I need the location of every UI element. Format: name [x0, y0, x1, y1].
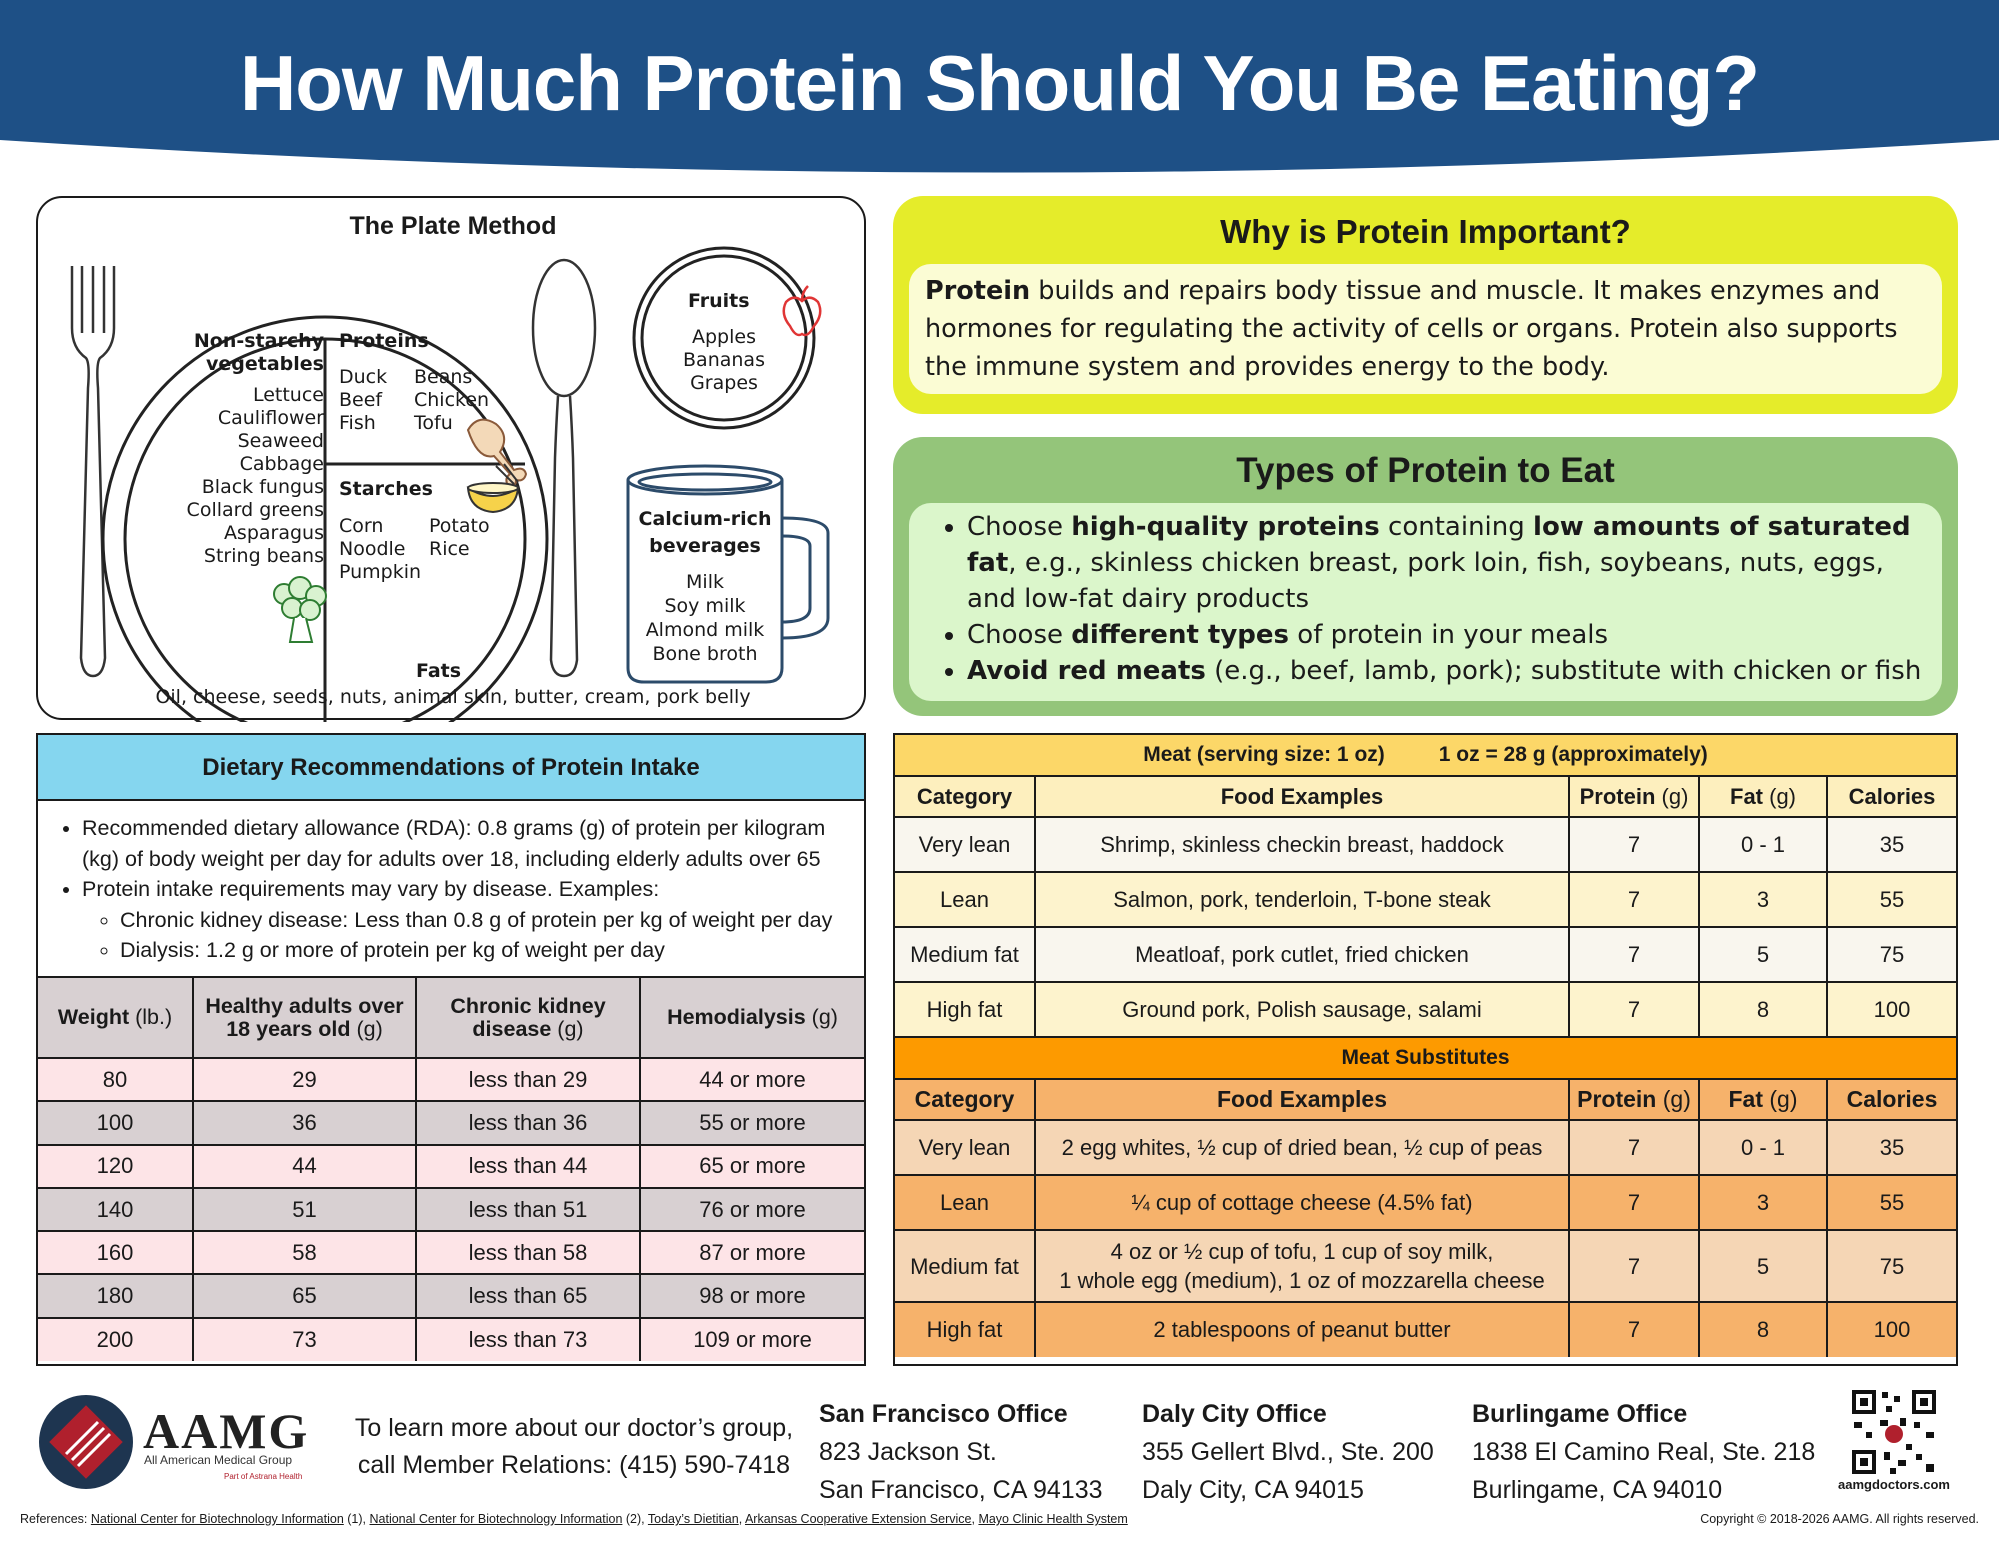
fruits-list: Apples Bananas Grapes	[683, 326, 765, 394]
th-hemo: Hemodialysis (g)	[639, 978, 864, 1059]
table-row: 80 29 less than 29 44 or more	[38, 1056, 864, 1103]
dietary-list: Recommended dietary allowance (RDA): 0.8…	[38, 801, 864, 978]
apple-icon	[782, 285, 822, 337]
mug-icon	[626, 464, 830, 684]
copyright: Copyright © 2018-2026 AAMG. All rights r…	[1700, 1512, 1979, 1526]
types-protein-panel: Types of Protein to Eat Choose high-qual…	[893, 437, 1958, 716]
substitutes-header-row: Category Food Examples Protein (g) Fat (…	[895, 1078, 1956, 1121]
starches-col1: Corn Noodle Pumpkin	[339, 515, 422, 583]
table-row: 120 44 less than 44 65 or more	[38, 1143, 864, 1189]
types-title: Types of Protein to Eat	[1236, 451, 1615, 490]
proteins-heading: Proteins	[339, 330, 429, 352]
why-title: Why is Protein Important?	[1220, 213, 1631, 250]
rice-bowl-icon	[466, 463, 520, 514]
table-row: Medium fat Meatloaf, pork cutlet, fried c…	[895, 926, 1956, 983]
office-burlingame: Burlingame Office 1838 El Camino Real, S…	[1472, 1400, 1816, 1504]
dietary-recommendations-panel: Dietary Recommendations of Protein Intak…	[36, 733, 866, 1366]
why-protein-panel: Why is Protein Important? Protein builds…	[893, 196, 1958, 414]
starches-col2: Potato Rice	[429, 515, 490, 560]
veg-list: Lettuce Cauliflower Seaweed Cabbage Blac…	[186, 384, 324, 567]
table-row: 180 65 less than 65 98 or more	[38, 1273, 864, 1319]
table-row: Lean Salmon, pork, tenderloin, T-bone ste…	[895, 871, 1956, 928]
calcium-heading: Calcium-rich beverages	[638, 508, 772, 557]
logo-wordmark: AAMG	[143, 1403, 310, 1459]
spoon-icon	[531, 258, 597, 678]
office-sf: San Francisco Office 823 Jackson St. San…	[819, 1400, 1103, 1504]
dietary-title: Dietary Recommendations of Protein Intak…	[38, 735, 864, 801]
fork-icon	[70, 266, 116, 678]
types-list: Choose high-quality proteins containing …	[909, 503, 1942, 701]
references: References: National Center for Biotechn…	[20, 1512, 1128, 1526]
starches-heading: Starches	[339, 478, 433, 500]
table-row: 160 58 less than 58 87 or more	[38, 1230, 864, 1276]
dietary-bullet-2: Protein intake requirements may vary by …	[82, 874, 854, 966]
table-row: 200 73 less than 73 109 or more	[38, 1316, 864, 1362]
plate-method-panel: The Plate Method	[36, 196, 866, 722]
fruits-heading: Fruits	[688, 290, 750, 312]
fruit-bowl-outer-icon	[632, 246, 816, 430]
ref-link-2[interactable]: National Center for Biotechnology Inform…	[369, 1512, 623, 1526]
table-row: High fat 2 tablespoons of peanut butter 7 8…	[895, 1301, 1956, 1357]
th-ckd: Chronic kidney disease (g)	[415, 978, 641, 1059]
plate-illustration	[70, 246, 830, 722]
fruit-bowl-inner-icon	[640, 254, 808, 422]
weight-protein-table: Weight (lb.) Healthy adults over 18 years…	[38, 978, 864, 1362]
ref-link-1[interactable]: National Center for Biotechnology Inform…	[90, 1512, 344, 1526]
logo-subtitle: All American Medical Group	[144, 1453, 293, 1467]
ref-link-5[interactable]: Mayo Clinic Health System	[978, 1512, 1128, 1526]
types-bullet-3: Avoid red meats (e.g., beef, lamb, pork)…	[967, 653, 1928, 689]
qr-code-icon[interactable]	[1850, 1388, 1938, 1476]
th-weight: Weight (lb.)	[38, 978, 194, 1059]
aamg-logo-icon	[39, 1395, 133, 1489]
table-row: Medium fat 4 oz or ½ cup of tofu, 1 cup o…	[895, 1229, 1956, 1303]
table-row: Very lean Shrimp, skinless checkin breast…	[895, 816, 1956, 873]
fats-heading: Fats	[416, 660, 462, 682]
meat-substitutes-banner: Meat Substitutes	[895, 1036, 1956, 1080]
plate-outer-icon	[101, 315, 549, 722]
meat-banner: Meat (serving size: 1 oz) 1 oz = 28 g (ap…	[895, 735, 1956, 777]
header-bg	[0, 0, 1999, 173]
dietary-sub-1: Chronic kidney disease: Less than 0.8 g …	[120, 905, 854, 936]
calcium-list: Milk Soy milk Almond milk Bone broth	[645, 571, 765, 665]
fats-text: Oil, cheese, seeds, nuts, animal skin, b…	[155, 686, 751, 708]
header-banner: How Much Protein Should You Be Eating?	[0, 0, 1999, 175]
table-row: Very lean 2 egg whites, ½ cup of dried be…	[895, 1119, 1956, 1176]
logo-partner: Part of Astrana Health	[224, 1472, 303, 1481]
page-title: How Much Protein Should You Be Eating?	[239, 39, 1760, 127]
th-healthy: Healthy adults over 18 years old (g)	[192, 978, 417, 1059]
table-row: 100 36 less than 36 55 or more	[38, 1100, 864, 1146]
contact-text: To learn more about our doctor’s group, …	[354, 1414, 794, 1479]
office-daly: Daly City Office 355 Gellert Blvd., Ste.…	[1142, 1400, 1434, 1504]
proteins-col1: Duck Beef Fish	[339, 366, 388, 434]
why-text: Protein builds and repairs body tissue a…	[909, 264, 1942, 394]
website-link[interactable]: aamgdoctors.com	[1838, 1477, 1950, 1492]
meat-table-panel: Meat (serving size: 1 oz) 1 oz = 28 g (ap…	[893, 733, 1958, 1366]
table-row: Lean ¼ cup of cottage cheese (4.5% fat) 7 3…	[895, 1174, 1956, 1231]
ref-link-4[interactable]: Arkansas Cooperative Extension Service	[744, 1512, 972, 1526]
meat-header-row: Category Food Examples Protein (g) Fat (…	[895, 775, 1956, 818]
proteins-col2: Beans Chicken Tofu	[414, 366, 490, 434]
ref-link-3[interactable]: Today’s Dietitian	[647, 1512, 739, 1526]
drumstick-icon	[466, 418, 528, 488]
broccoli-icon	[273, 576, 327, 643]
types-bullet-2: Choose different types of protein in you…	[967, 617, 1928, 653]
table-row: 140 51 less than 51 76 or more	[38, 1186, 864, 1233]
dietary-sub-2: Dialysis: 1.2 g or more of protein per k…	[120, 935, 854, 966]
types-bullet-1: Choose high-quality proteins containing …	[967, 509, 1928, 617]
dietary-bullet-1: Recommended dietary allowance (RDA): 0.8…	[82, 813, 854, 874]
veg-heading: Non-starchy vegetables	[193, 330, 324, 375]
table-row: High fat Ground pork, Polish sausage, sal…	[895, 981, 1956, 1038]
meat-table: Meat (serving size: 1 oz) 1 oz = 28 g (ap…	[895, 735, 1956, 1357]
plate-title: The Plate Method	[349, 212, 557, 240]
